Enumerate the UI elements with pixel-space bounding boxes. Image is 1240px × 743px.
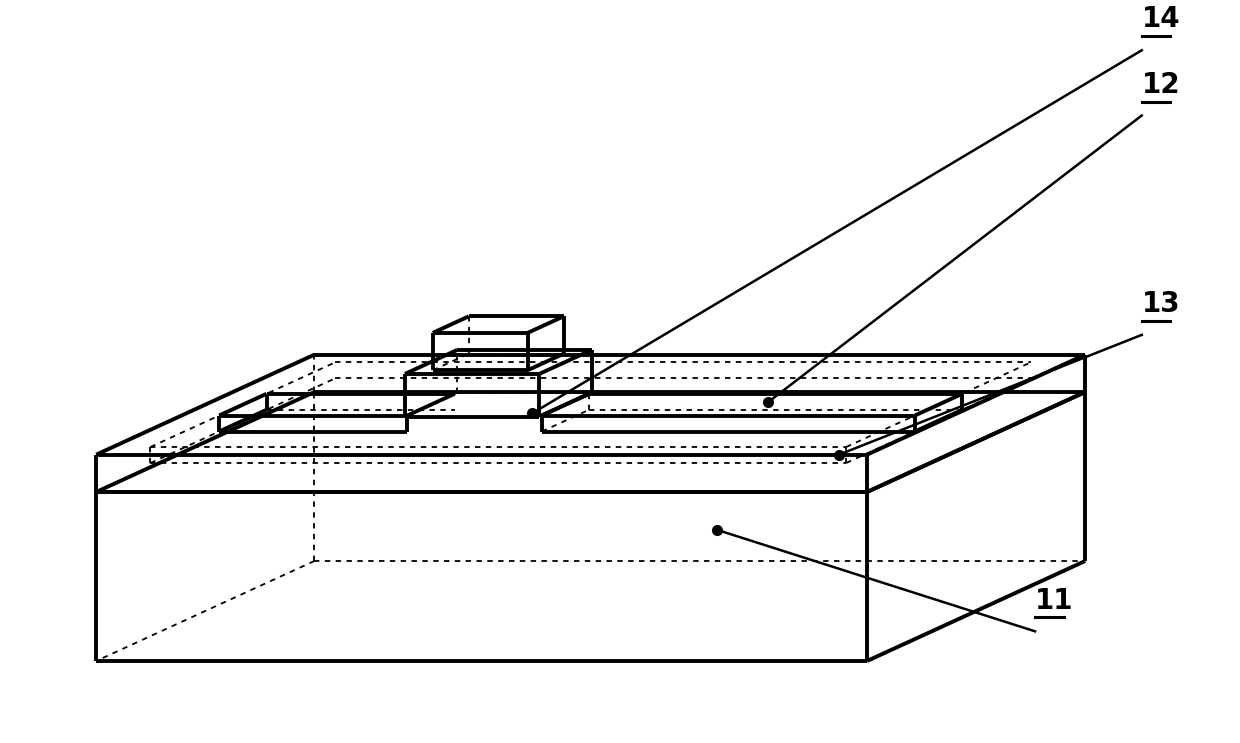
Text: 13: 13 — [1142, 290, 1180, 318]
Text: 12: 12 — [1142, 71, 1180, 99]
Text: 11: 11 — [1035, 586, 1074, 614]
Text: 14: 14 — [1142, 5, 1180, 33]
